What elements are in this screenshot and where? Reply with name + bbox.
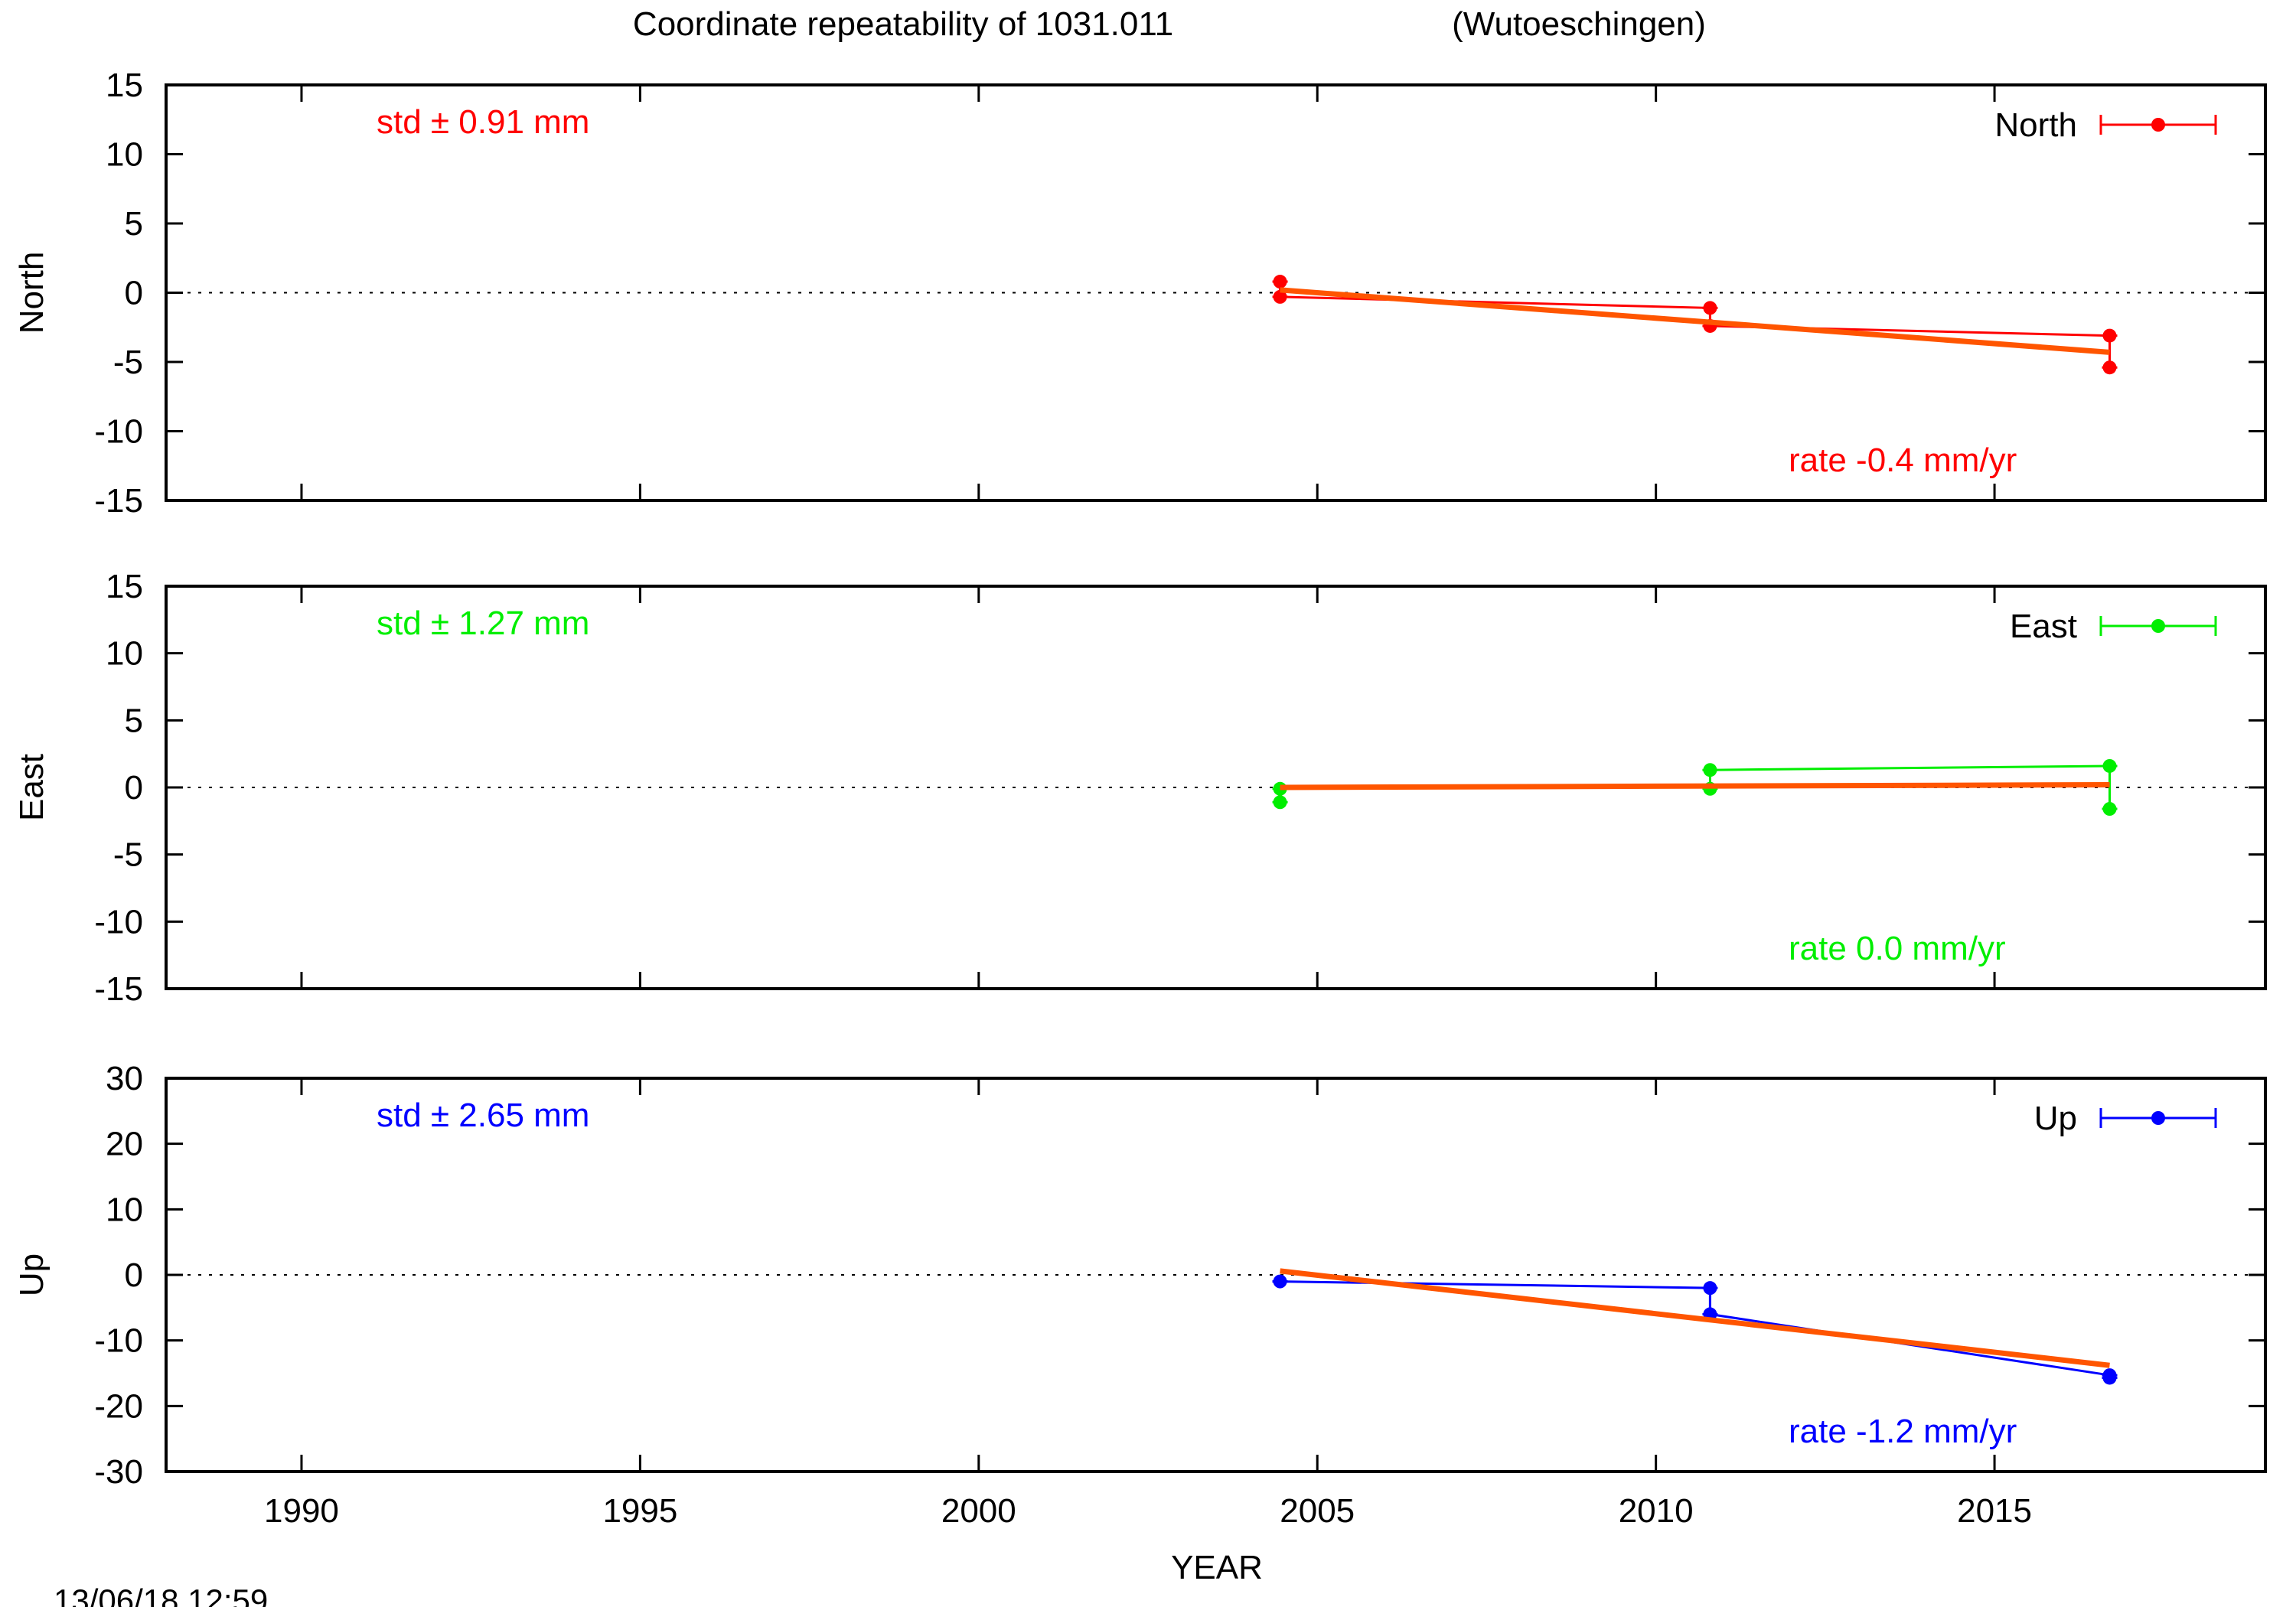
north-panel: -15 -10 -5 0 5 10 15 North std ± 0.91 mm rate -0.… <box>13 67 2267 520</box>
up-legend-marker <box>2151 1111 2165 1125</box>
figure-title: Coordinate repeatability of 1031.011 <box>633 5 1173 43</box>
plot-timestamp: 13/06/18 12:59 <box>54 1583 268 1607</box>
east-legend-label: East <box>2010 608 2077 645</box>
up-y-axis-label: Up <box>13 1253 51 1296</box>
east-std-annotation: std ± 1.27 mm <box>377 605 589 642</box>
east-data-point <box>2102 758 2117 773</box>
x-axis-label: YEAR <box>1171 1549 1263 1586</box>
east-ytick-label: -10 <box>94 903 143 940</box>
up-trend-line <box>1280 1268 2110 1368</box>
east-trend-line <box>1280 781 2110 790</box>
north-data-point <box>1273 275 1287 289</box>
east-ytick-label: -5 <box>113 836 143 874</box>
east-data-point <box>1703 763 1717 777</box>
x-tick-label: 1995 <box>602 1492 677 1530</box>
x-tick-label: 2000 <box>941 1492 1016 1530</box>
north-series-line <box>1280 295 2110 337</box>
up-ytick-label: -30 <box>94 1453 143 1491</box>
up-data-point <box>2102 1371 2117 1385</box>
up-ytick-label: 10 <box>106 1191 143 1228</box>
x-tick-label: 2010 <box>1619 1492 1694 1530</box>
north-ytick-label: 15 <box>106 67 143 104</box>
up-rate-annotation: rate -1.2 mm/yr <box>1789 1413 2017 1450</box>
east-data-point <box>2102 802 2117 817</box>
east-series-line <box>1710 764 2110 771</box>
x-tick-label: 2015 <box>1957 1492 2032 1530</box>
north-plot-frame <box>165 83 2267 502</box>
north-ytick-label: 0 <box>125 275 143 312</box>
x-tick-label: 1990 <box>264 1492 339 1530</box>
up-ytick-label: 0 <box>125 1257 143 1294</box>
east-ytick-label: 0 <box>125 769 143 807</box>
up-ytick-label: 20 <box>106 1126 143 1163</box>
up-data-point <box>1273 1274 1287 1289</box>
east-panel: -15 -10 -5 0 5 10 15 East std ± 1.27 mm rate 0.0 … <box>13 568 2267 1008</box>
east-ytick-label: 15 <box>106 568 143 605</box>
up-panel: -30 -20 -10 0 10 20 30 1990 1995 2000 2005 2010 2015… <box>13 1060 2267 1530</box>
up-ytick-label: -10 <box>94 1322 143 1360</box>
east-legend-marker <box>2151 619 2165 633</box>
x-tick-label: 2005 <box>1280 1492 1355 1530</box>
north-trend-line <box>1280 287 2110 355</box>
up-data-point <box>1703 1281 1717 1296</box>
north-data-point <box>2102 360 2117 375</box>
north-legend-label: North <box>1994 106 2077 144</box>
up-legend-label: Up <box>2034 1100 2077 1137</box>
north-data-point <box>1703 301 1717 315</box>
east-y-axis-label: East <box>13 754 51 821</box>
east-ytick-label: -15 <box>94 970 143 1008</box>
north-data-point <box>2102 328 2117 343</box>
north-y-axis-label: North <box>13 252 51 334</box>
east-rate-annotation: rate 0.0 mm/yr <box>1789 930 2006 967</box>
up-ytick-label: 30 <box>106 1060 143 1097</box>
north-legend-marker <box>2151 118 2165 132</box>
east-ytick-label: 5 <box>125 702 143 739</box>
east-data-point <box>1273 795 1287 810</box>
east-plot-frame <box>165 585 2267 990</box>
up-ytick-label: -20 <box>94 1387 143 1425</box>
up-plot-frame <box>165 1077 2267 1473</box>
north-ytick-label: 10 <box>106 136 143 174</box>
up-series-line <box>1280 1280 2110 1377</box>
north-data-point <box>1273 289 1287 304</box>
north-ytick-label: -15 <box>94 482 143 520</box>
east-ytick-label: 10 <box>106 635 143 673</box>
north-ytick-label: -5 <box>113 344 143 381</box>
station-name: (Wutoeschingen) <box>1452 5 1706 43</box>
up-std-annotation: std ± 2.65 mm <box>377 1097 589 1134</box>
north-ytick-label: 5 <box>125 205 143 243</box>
north-std-annotation: std ± 0.91 mm <box>377 103 589 141</box>
north-rate-annotation: rate -0.4 mm/yr <box>1789 442 2017 479</box>
north-ytick-label: -10 <box>94 413 143 451</box>
